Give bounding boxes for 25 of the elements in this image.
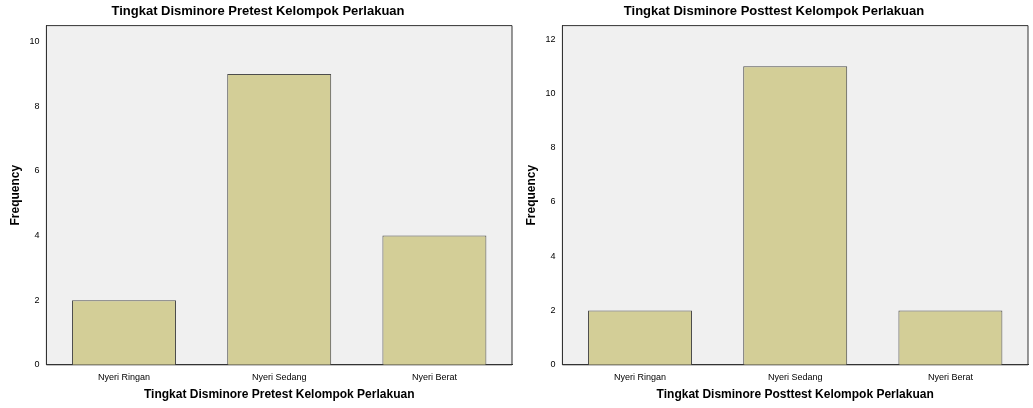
x-tick-label: Nyeri Sedang xyxy=(251,371,307,382)
y-tick-label: 6 xyxy=(34,165,40,176)
y-tick-label: 8 xyxy=(550,142,556,153)
y-tick-label: 10 xyxy=(29,36,40,47)
y-tick-label: 4 xyxy=(34,230,40,241)
x-axis-title: Tingkat Disminore Pretest Kelompok Perlakuan xyxy=(143,387,415,402)
chart-title: Tingkat Disminore Posttest Kelompok Perlakuan xyxy=(623,3,925,19)
x-tick-label: Nyeri Ringan xyxy=(97,371,151,382)
x-tick-label: Nyeri Berat xyxy=(411,371,458,382)
y-tick-label: 6 xyxy=(550,196,556,207)
y-axis-title: Frequency xyxy=(523,164,538,226)
y-tick-label: 4 xyxy=(550,250,556,261)
chart-title: Tingkat Disminore Pretest Kelompok Perlakuan xyxy=(111,3,405,19)
y-tick-label: 2 xyxy=(34,294,40,305)
x-axis-title: Tingkat Disminore Posttest Kelompok Perlakuan xyxy=(656,387,934,402)
y-tick-label: 12 xyxy=(545,33,556,44)
y-axis-title: Frequency xyxy=(7,164,22,226)
x-tick-label: Nyeri Sedang xyxy=(767,371,823,382)
y-tick-label: 0 xyxy=(550,359,556,370)
y-tick-label: 2 xyxy=(550,305,556,316)
x-tick-label: Nyeri Ringan xyxy=(613,371,667,382)
y-tick-label: 0 xyxy=(34,359,40,370)
y-tick-label: 8 xyxy=(34,100,40,111)
x-tick-label: Nyeri Berat xyxy=(927,371,974,382)
y-tick-label: 10 xyxy=(545,87,556,98)
